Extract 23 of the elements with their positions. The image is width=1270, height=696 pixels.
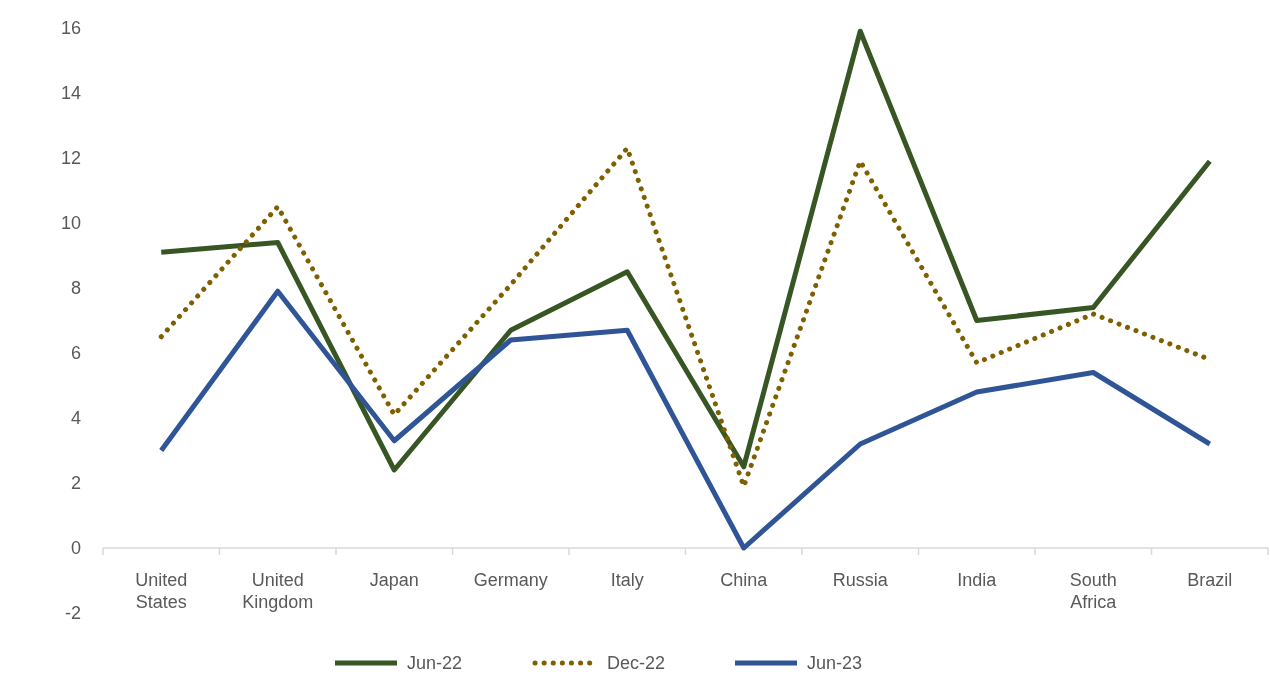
y-tick-label: -2 — [64, 603, 81, 624]
x-tick-label: South Africa — [1069, 570, 1118, 612]
x-tick-label: Germany — [473, 570, 548, 590]
y-tick-label: 6 — [70, 343, 81, 364]
y-tick-label: 8 — [70, 278, 81, 299]
x-tick-label: Japan — [369, 570, 419, 590]
y-tick-label: 16 — [60, 18, 81, 39]
y-tick-label: 14 — [60, 83, 81, 104]
x-tick-label: India — [957, 570, 998, 590]
x-tick-label: Russia — [832, 570, 889, 590]
y-tick-label: 4 — [70, 408, 81, 429]
y-tick-label: 2 — [70, 473, 81, 494]
y-tick-label: 12 — [60, 148, 81, 169]
legend-label: Dec-22 — [607, 653, 666, 674]
x-tick-label: China — [720, 570, 769, 590]
legend-label: Jun-23 — [807, 653, 863, 674]
y-tick-label: 0 — [70, 538, 81, 559]
x-tick-label: United Kingdom — [242, 570, 314, 612]
y-tick-label: 10 — [60, 213, 81, 234]
x-tick-label: Italy — [610, 570, 644, 590]
x-tick-label: United States — [135, 570, 188, 612]
x-tick-label: Brazil — [1187, 570, 1233, 590]
legend-label: Jun-22 — [407, 653, 463, 674]
